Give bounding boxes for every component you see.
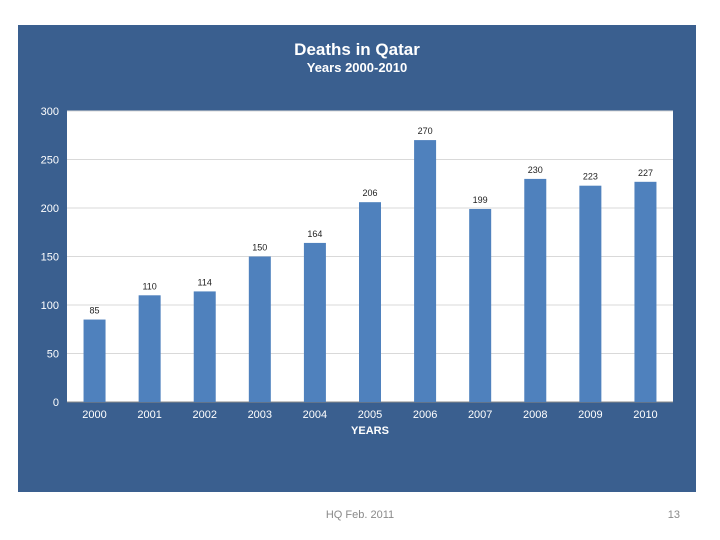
bar-2007 xyxy=(469,208,492,402)
x-tick-label: 2010 xyxy=(633,409,657,421)
y-tick-label: 0 xyxy=(53,397,59,409)
data-label-2006: 270 xyxy=(418,126,433,136)
data-labels: 85 110 114 150 164 206 270 199 230 223 227 xyxy=(90,126,653,315)
data-label-2000: 85 xyxy=(90,306,100,316)
x-tick-label: 2000 xyxy=(82,409,106,421)
bar-2001 xyxy=(138,295,161,402)
data-label-2001: 110 xyxy=(142,281,156,291)
x-tick-label: 2009 xyxy=(578,409,602,421)
x-tick-label: 2003 xyxy=(248,409,272,421)
y-tick-label: 50 xyxy=(47,349,59,361)
x-tick-label: 2004 xyxy=(303,409,327,421)
page-number: 13 xyxy=(667,509,680,521)
x-tick-label: 2002 xyxy=(192,409,216,421)
data-label-2009: 223 xyxy=(583,172,598,182)
x-axis-title: YEARS xyxy=(351,425,389,437)
x-tick-label: 2007 xyxy=(468,409,492,421)
y-tick-label: 300 xyxy=(41,106,59,118)
bar-2004 xyxy=(303,242,326,402)
x-tick-label: 2005 xyxy=(358,409,382,421)
chart-panel: Deaths in Qatar Years 2000-2010 0 50 100 15… xyxy=(18,25,696,492)
bar-2002 xyxy=(193,291,216,402)
data-label-2010: 227 xyxy=(638,168,653,178)
y-tick-label: 150 xyxy=(41,252,59,264)
bars xyxy=(83,140,657,402)
chart-subtitle: Years 2000-2010 xyxy=(307,60,407,75)
y-axis-ticks: 0 50 100 150 200 250 300 xyxy=(41,106,59,409)
data-label-2007: 199 xyxy=(473,195,488,205)
bar-chart: Deaths in Qatar Years 2000-2010 0 50 100 15… xyxy=(41,40,673,437)
x-tick-label: 2008 xyxy=(523,409,547,421)
y-tick-label: 250 xyxy=(41,155,59,167)
bar-2005 xyxy=(359,202,381,402)
x-tick-label: 2001 xyxy=(137,409,161,421)
bar-2006 xyxy=(414,140,437,402)
bar-2010 xyxy=(634,181,657,402)
bar-2008 xyxy=(524,178,547,402)
y-tick-label: 100 xyxy=(41,300,59,312)
data-label-2002: 114 xyxy=(198,277,212,287)
bar-2000 xyxy=(83,319,106,402)
x-tick-label: 2006 xyxy=(413,409,437,421)
chart-title: Deaths in Qatar xyxy=(294,40,420,59)
data-label-2003: 150 xyxy=(252,243,267,253)
footer-text: HQ Feb. 2011 xyxy=(325,509,395,521)
data-label-2008: 230 xyxy=(528,165,543,175)
data-label-2005: 206 xyxy=(362,188,377,198)
bar-2003 xyxy=(248,256,271,402)
x-axis-ticks: 2000 2001 2002 2003 2004 2005 2006 2007 2008 2009… xyxy=(82,409,657,421)
y-tick-label: 200 xyxy=(41,203,59,215)
bar-2009 xyxy=(579,185,602,402)
data-label-2004: 164 xyxy=(307,229,322,239)
